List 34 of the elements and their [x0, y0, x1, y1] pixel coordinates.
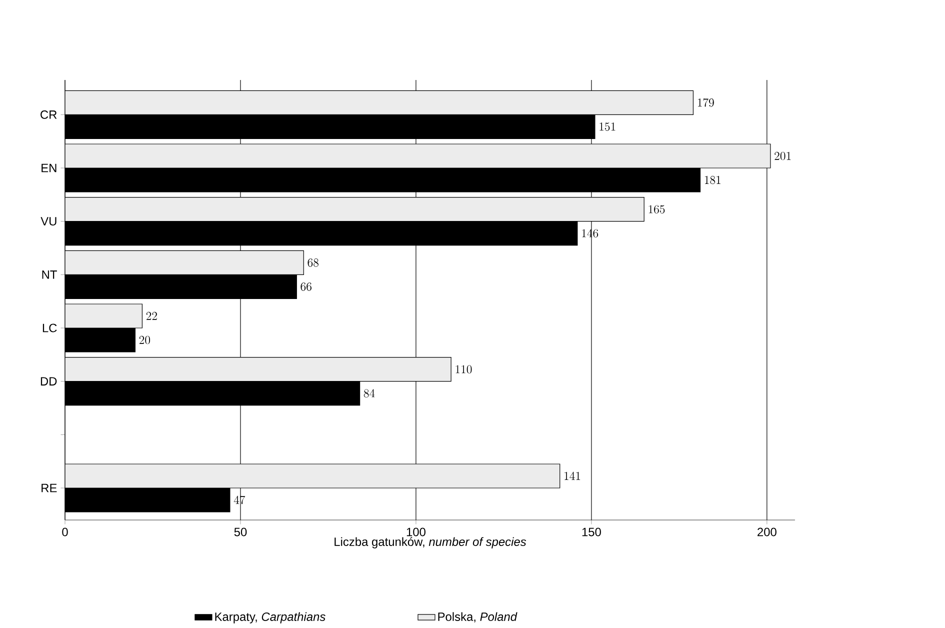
data-label: 179 — [698, 98, 714, 107]
y-tick-label: VU — [40, 217, 56, 226]
data-label: 68 — [308, 258, 318, 267]
bar — [65, 250, 304, 275]
y-tick-label: LC — [42, 324, 57, 332]
bar — [65, 464, 560, 488]
bar — [65, 197, 644, 222]
legend-label: Karpaty, Carpathians — [215, 612, 326, 624]
y-tick-label: CR — [40, 110, 57, 119]
y-tick-label: EN — [42, 164, 56, 172]
y-tick-label: RE — [42, 484, 57, 492]
data-label: 20 — [139, 336, 150, 344]
data-label: 84 — [364, 389, 375, 398]
x-tick-label: 0 — [62, 528, 68, 536]
data-label: 151 — [600, 122, 616, 131]
legend-label: Polska, Poland — [438, 612, 518, 622]
bar — [65, 144, 771, 168]
x-axis-title: Liczba gatunków, number of species — [334, 537, 526, 548]
y-tick-label: NT — [42, 270, 57, 279]
data-label: 22 — [146, 312, 157, 320]
data-label: 110 — [456, 365, 472, 374]
bar — [65, 304, 143, 328]
data-label: 141 — [564, 472, 580, 480]
data-label: 201 — [774, 152, 791, 160]
data-label: 165 — [648, 205, 665, 214]
x-tick-label: 200 — [758, 528, 776, 536]
x-tick-label: 50 — [234, 528, 247, 536]
bar — [65, 90, 694, 115]
x-tick-label: 100 — [406, 528, 426, 536]
data-label: 66 — [300, 282, 312, 291]
x-tick-label: 150 — [582, 528, 601, 536]
data-label: 181 — [704, 176, 720, 184]
y-tick-label: DD — [40, 377, 57, 386]
bar — [65, 357, 452, 382]
